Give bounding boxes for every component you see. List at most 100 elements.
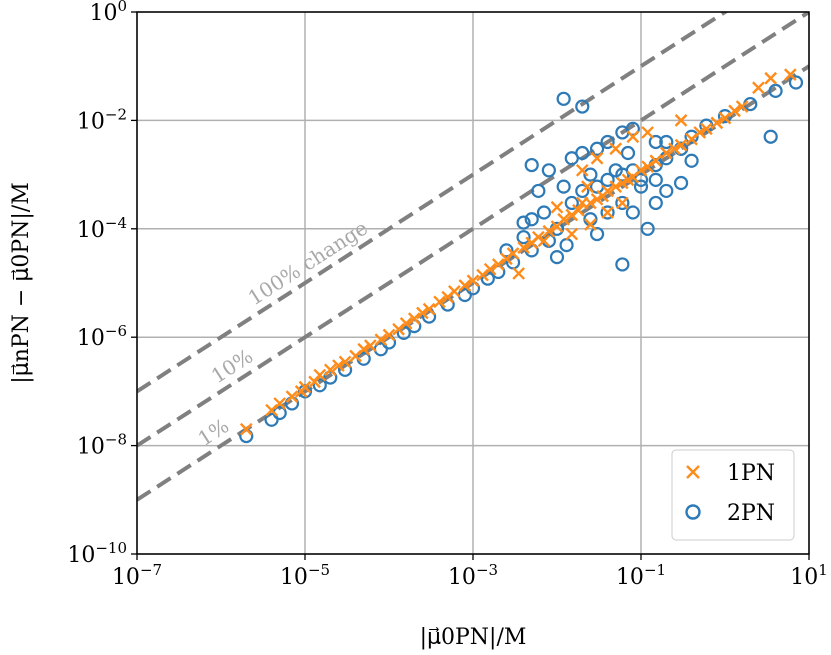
data-point-1pn [641,126,654,139]
data-point-1pn [338,355,352,369]
data-point-1pn [784,68,797,81]
reference-line [137,12,809,448]
x-tick-label: 10−7 [112,561,162,590]
data-point-1pn [285,390,299,404]
data-point-2pn [312,378,327,393]
data-point-2pn [600,134,615,150]
y-tick-label: 100 [89,0,127,26]
data-point-1pn [634,163,648,177]
legend: 1PN 2PN [671,449,795,541]
data-point-2pn [549,250,565,265]
data-point-2pn [556,179,571,194]
data-point-1pn [433,295,446,309]
data-point-1pn [668,142,681,156]
data-point-2pn [531,183,546,199]
data-point-1pn [641,160,654,174]
y-tick-label: 10−10 [67,539,127,568]
data-point-2pn [615,195,630,211]
data-point-1pn [590,151,604,165]
data-point-2pn [625,121,640,136]
data-point-1pn [466,274,480,288]
data-point-2pn [499,243,514,258]
data-point-1pn [764,71,778,85]
data-point-1pn [565,227,579,241]
y-tick-label: 10−8 [77,431,127,460]
legend-label: 1PN [727,461,775,486]
data-point-1pn [448,285,461,298]
data-point-2pn [264,412,279,427]
data-point-1pn [693,126,707,139]
data-point-1pn [710,116,724,130]
data-point-1pn [517,241,530,254]
data-point-1pn [575,163,589,177]
x-ticks: 10−7 10−5 10−3 10−1 101 [112,554,828,590]
data-point-1pn [357,342,371,356]
data-point-1pn [313,368,327,382]
data-point-1pn [700,122,713,136]
data-point-1pn [735,100,749,113]
data-point-1pn [674,138,688,152]
y-tick-label: 10−2 [77,105,127,134]
x-tick-label: 10−3 [448,561,498,590]
data-point-2pn [337,362,353,377]
data-point-2pn [608,163,623,178]
data-point-2pn [648,172,663,187]
data-point-2pn [297,384,313,399]
data-point-1pn [752,81,765,95]
data-point-1pn [565,208,579,222]
data-point-2pn [625,205,640,220]
data-point-2pn [684,129,699,144]
data-point-2pn [556,91,571,106]
y-axis-label: |μ⃗nPN − μ⃗0PN|/M [9,182,34,383]
data-point-2pn [633,179,649,194]
data-point-2pn [600,172,615,187]
data-point-2pn [589,141,605,156]
data-point-1pn [557,212,570,226]
data-point-2pn [575,145,590,161]
data-point-1pn [674,114,688,127]
data-point-2pn [640,221,655,236]
data-point-1pn [728,104,741,118]
reference-line [137,12,729,394]
data-point-1pn [584,196,597,210]
data-point-1pn [626,130,640,144]
data-point-2pn [684,153,699,168]
data-point-1pn [601,206,614,219]
y-tick-label: 10−4 [77,214,127,243]
data-point-2pn [564,195,579,211]
data-point-2pn [600,205,615,220]
data-point-2pn [768,83,783,99]
data-point-1pn [298,380,312,394]
data-point-2pn [788,75,804,90]
data-point-2pn [575,183,590,199]
data-point-1pn [506,247,520,260]
data-point-1pn [532,230,545,244]
data-point-2pn [524,157,539,173]
data-point-1pn [659,146,673,160]
data-point-2pn [673,175,689,191]
data-point-1pn [422,302,436,316]
data-point-1pn [542,224,556,238]
legend-marker-2pn [685,504,701,520]
data-point-1pn [550,200,564,214]
data-point-1pn [609,142,623,156]
data-point-1pn [273,397,287,410]
data-point-2pn [559,238,574,253]
data-point-1pn [512,267,526,280]
series-1pn [239,68,797,436]
x-axis-label: |μ⃗0PN|/M [420,625,527,650]
data-point-2pn [699,118,714,133]
data-point-2pn [516,230,531,245]
data-point-1pn [572,203,585,217]
data-point-2pn [516,215,531,230]
x-tick-label: 101 [790,561,828,590]
data-point-2pn [648,195,663,211]
data-point-1pn [374,333,388,347]
data-point-2pn [659,183,674,199]
legend-box [671,449,795,541]
data-point-2pn [620,145,636,161]
reference-label: 10% [207,344,257,388]
data-point-2pn [763,129,778,144]
legend-label: 2PN [727,501,775,526]
